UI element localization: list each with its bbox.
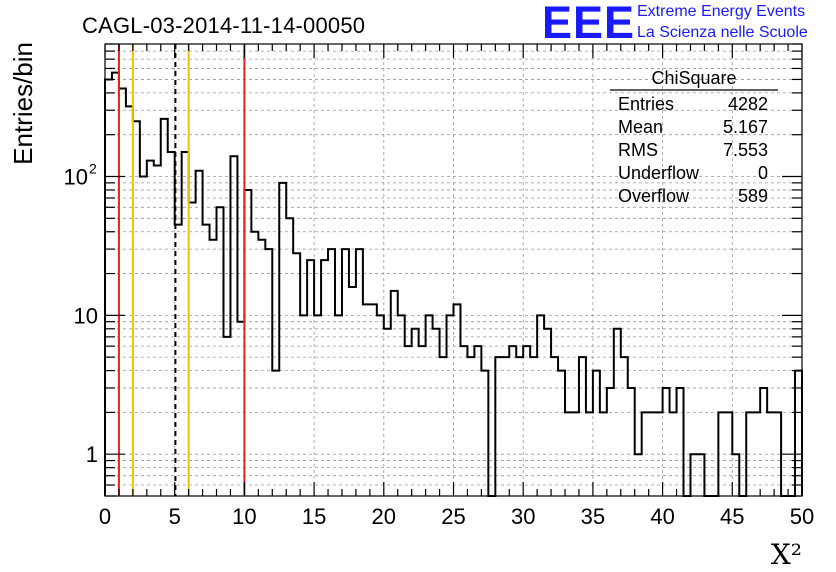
x-tick-label: 10 [232, 504, 256, 529]
x-tick-label: 5 [169, 504, 181, 529]
stats-box-title: ChiSquare [651, 68, 736, 88]
stats-value-underflow: 0 [758, 163, 768, 183]
y-axis-title: Entries/bin [8, 42, 38, 165]
stats-value-entries: 4282 [728, 94, 768, 114]
stats-box: ChiSquare Entries 4282 Mean 5.167 RMS 7.553 Un… [610, 68, 778, 206]
stats-label-underflow: Underflow [618, 163, 700, 183]
x-tick-label: 15 [302, 504, 326, 529]
eee-logo-mark: EEE [542, 0, 636, 48]
stats-value-mean: 5.167 [723, 117, 768, 137]
stats-value-rms: 7.553 [723, 140, 768, 160]
y-tick-label: 10 [64, 164, 88, 189]
x-tick-label: 0 [99, 504, 111, 529]
x-tick-label: 50 [790, 504, 814, 529]
x-tick-label: 40 [650, 504, 674, 529]
x-tick-label: 45 [720, 504, 744, 529]
histogram-outline [104, 71, 803, 497]
x-tick-label: 35 [581, 504, 605, 529]
x-tick-labels: 0 5 10 15 20 25 30 35 40 45 50 [99, 504, 814, 529]
logo-text-line2: La Scienza nelle Scuole [637, 24, 808, 41]
histogram [104, 71, 803, 497]
x-tick-label: 30 [511, 504, 535, 529]
x-tick-label: 25 [441, 504, 465, 529]
logo-text-line1: Extreme Energy Events [637, 3, 806, 20]
y-tick-label: 1 [86, 442, 98, 467]
x-tick-label: 20 [372, 504, 396, 529]
stats-label-entries: Entries [618, 94, 674, 114]
y-tick-exponent: 2 [89, 160, 97, 176]
stats-label-overflow: Overflow [618, 186, 690, 206]
marker-lines [117, 44, 246, 496]
stats-label-mean: Mean [618, 117, 663, 137]
axis-ticks [104, 43, 803, 497]
chart-title: CAGL-03-2014-11-14-00050 [82, 13, 366, 38]
x-axis-title: X² [771, 538, 802, 571]
y-tick-label: 10 [74, 303, 98, 328]
grid [105, 44, 802, 496]
stats-label-rms: RMS [618, 140, 658, 160]
stats-value-overflow: 589 [738, 186, 768, 206]
